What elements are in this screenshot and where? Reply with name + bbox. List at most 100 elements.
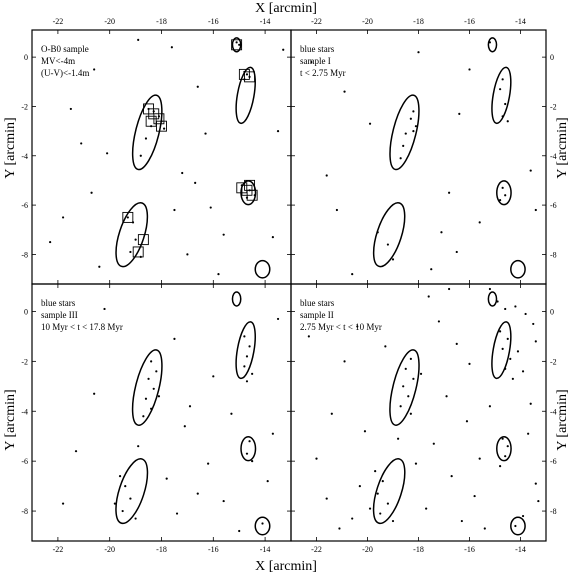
y-tick-label: -4 [21, 407, 28, 416]
star-point [271, 432, 274, 435]
x-tick-label: -16 [208, 545, 219, 554]
x-tick-label: -16 [208, 17, 219, 26]
panel-label-line: blue stars [41, 298, 76, 308]
star-point [506, 337, 509, 340]
region-ellipse [496, 180, 512, 206]
star-point [173, 337, 176, 340]
star-point [427, 295, 430, 298]
star-point [238, 43, 241, 46]
star-point [157, 395, 161, 398]
sample-box [244, 71, 256, 83]
star-point [142, 415, 145, 418]
region-ellipse [231, 291, 242, 307]
star-point [69, 107, 72, 111]
star-point [276, 130, 280, 133]
star-point [155, 370, 158, 373]
star-point [391, 258, 395, 261]
star-point [93, 392, 96, 395]
star-point [402, 385, 405, 388]
star-point [534, 208, 537, 212]
star-point [307, 335, 310, 338]
star-point [137, 445, 140, 448]
star-point [325, 174, 328, 177]
star-point [147, 377, 150, 380]
star-point [253, 194, 256, 197]
star-point [129, 497, 132, 500]
star-point [129, 250, 132, 254]
star-point [368, 507, 372, 510]
star-point [49, 240, 52, 244]
y-tick-label: -4 [21, 152, 28, 161]
y-tick-label: 0 [24, 307, 28, 316]
star-point [113, 502, 116, 505]
star-point [483, 527, 486, 530]
panel-1: -22 -20 -18 -16 -14 0 -2 -4 -6 -8 O-B0 sample MV<-4… [21, 17, 292, 285]
star-point [356, 325, 359, 328]
star-point [455, 342, 458, 345]
star-point [248, 345, 251, 348]
y-tick-label: -4 [550, 407, 557, 416]
star-point [196, 492, 199, 495]
star-point [386, 243, 389, 246]
star-point [134, 238, 137, 241]
sample-box [137, 234, 149, 246]
star-point [404, 132, 407, 135]
star-point [404, 367, 407, 370]
star-point [98, 265, 101, 268]
star-point [150, 407, 153, 410]
star-point [496, 300, 499, 303]
x-tick-label: -22 [53, 545, 64, 554]
star-point [103, 307, 106, 311]
region-ellipse [510, 259, 526, 279]
star-point [276, 317, 280, 321]
x-tick-label: -18 [413, 545, 424, 554]
star-point [144, 397, 148, 400]
region-ellipse [487, 37, 498, 53]
region-ellipse [235, 66, 256, 125]
region-ellipse [496, 435, 512, 462]
star-point [506, 445, 509, 448]
x-tick-label: -16 [464, 17, 475, 26]
star-point [419, 372, 423, 375]
panel-4: -22 -20 -18 -16 -14 0 -2 -4 -6 -8 blue stars sample… [290, 283, 557, 554]
star-point [139, 154, 142, 157]
star-point [261, 522, 264, 525]
star-point [196, 85, 199, 88]
star-point [376, 492, 379, 495]
y-tick-label: -4 [550, 152, 557, 161]
x-tick-label: -18 [156, 17, 167, 26]
star-point [243, 365, 246, 368]
y-tick-label: -8 [550, 250, 557, 259]
star-point [181, 171, 184, 175]
star-point [529, 169, 532, 172]
star-point [173, 208, 176, 212]
y-tick-label: -8 [21, 250, 28, 259]
star-point [330, 412, 333, 415]
panel-label-line: sample III [41, 310, 78, 320]
region-ellipse [235, 321, 256, 380]
star-point [194, 181, 197, 184]
star-point [504, 307, 507, 311]
x-tick-label: -14 [515, 545, 526, 554]
star-point [175, 512, 179, 515]
star-point [152, 387, 155, 390]
y-tick-label: 0 [550, 307, 554, 316]
star-point [501, 186, 504, 189]
star-point [534, 340, 537, 343]
region-ellipse [389, 94, 420, 171]
star-point [414, 462, 418, 465]
star-point [501, 78, 504, 81]
star-point [248, 440, 251, 443]
star-point [325, 497, 328, 500]
star-point [379, 512, 382, 515]
panel-label-line: 10 Myr < t < 17.8 Myr [41, 322, 123, 332]
star-point [121, 509, 124, 513]
star-point [188, 405, 192, 408]
star-point [430, 268, 433, 271]
star-point [376, 231, 379, 234]
star-point [381, 480, 384, 483]
star-point [124, 485, 127, 488]
y-tick-label: -2 [21, 102, 28, 111]
y-tick-label: 0 [24, 53, 28, 62]
